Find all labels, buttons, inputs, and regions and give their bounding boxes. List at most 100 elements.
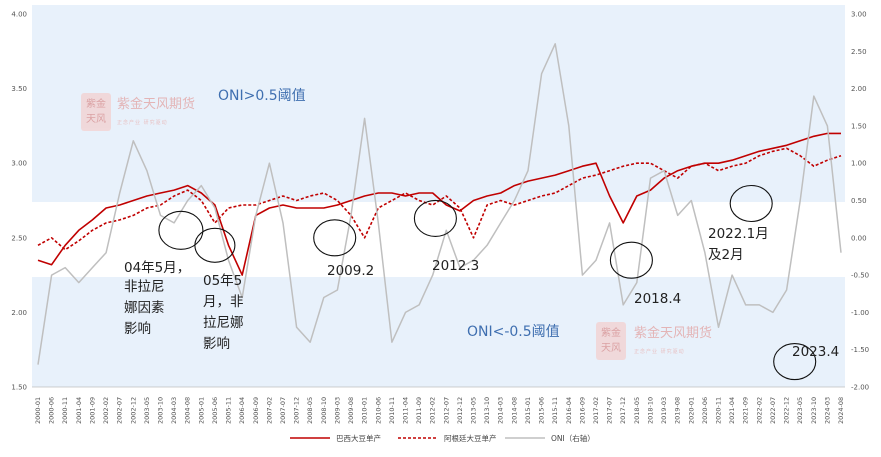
x-tick-label: 2012-02 — [429, 397, 437, 424]
watermark-sub-2: 正念产业 研究驱动 — [634, 348, 685, 355]
x-tick-label: 2023-10 — [810, 397, 818, 424]
annotation-2005-05-line-2: 月，非 — [203, 294, 244, 310]
series-line-0 — [37, 132, 841, 276]
right-tick-label: 2.00 — [851, 85, 867, 93]
watermark-brand-2: 紫金天风期货 — [634, 325, 712, 341]
annotation-2012-03: 2012.3 — [432, 258, 479, 274]
x-tick-label: 2013-05 — [470, 397, 478, 424]
x-tick-label: 2006-04 — [238, 397, 246, 424]
x-tick-label: 2017-02 — [592, 397, 600, 424]
axes-layer: 4.00 3.50 3.00 2.50 2.00 1.50 3.00 2.50 2.00 1.50… — [11, 11, 869, 425]
x-tick-label: 2002-12 — [129, 397, 137, 424]
watermark-logo-2: 紫金 天风 紫金天风期货 正念产业 研究驱动 — [596, 322, 712, 360]
annotation-2023-04: 2023.4 — [792, 344, 839, 360]
x-tick-label: 2007-02 — [265, 397, 273, 424]
annotation-2004-05-line-4: 影响 — [124, 321, 151, 337]
right-tick-label: -1.00 — [851, 309, 869, 317]
x-tick-label: 2003-10 — [156, 397, 164, 424]
x-tick-label: 2009-03 — [333, 397, 341, 424]
x-tick-label: 2016-04 — [565, 397, 573, 424]
svg-text:紫金: 紫金 — [601, 326, 621, 339]
x-tick-label: 2011-04 — [401, 397, 409, 424]
x-tick-label: 2002-07 — [116, 397, 124, 424]
x-tick-label: 2004-08 — [184, 397, 192, 424]
annotation-2005-05-line-3: 拉尼娜 — [203, 315, 244, 331]
x-tick-label: 2005-01 — [197, 397, 205, 424]
annotation-2004-05-line-3: 娜因素 — [124, 300, 165, 316]
x-tick-label: 2010-11 — [388, 397, 396, 424]
oni-low-band — [32, 277, 845, 387]
left-tick-label: 2.50 — [11, 234, 27, 242]
right-tick-label: -0.50 — [851, 272, 869, 280]
x-tick-label: 2008-10 — [320, 397, 328, 424]
legend-label-brazil: 巴西大豆单产 — [336, 433, 381, 443]
right-tick-label: 2.50 — [851, 48, 867, 56]
annotation-circle-layer — [158, 184, 817, 381]
x-tick-label: 2024-08 — [837, 397, 845, 424]
x-tick-label: 2018-05 — [633, 397, 641, 424]
x-tick-label: 2019-03 — [660, 397, 668, 424]
x-tick-label: 2015-01 — [524, 397, 532, 424]
x-tick-label: 2015-06 — [538, 397, 546, 424]
left-tick-label: 3.00 — [11, 160, 27, 168]
x-tick-label: 2023-05 — [796, 397, 804, 424]
annotation-2005-05-line-1: 05年5 — [203, 273, 242, 289]
x-tick-label: 2021-04 — [728, 397, 736, 424]
left-tick-label: 1.50 — [11, 384, 27, 392]
annotation-2004-05: 04年5月， 非拉尼 娜因素 影响 — [124, 260, 190, 337]
annotation-2022-01-line-1: 2022.1月 — [708, 226, 769, 242]
band-label-high: ONI>0.5阈值 — [218, 88, 306, 104]
left-tick-label: 2.00 — [11, 309, 27, 317]
right-tick-label: 3.00 — [851, 11, 867, 19]
right-tick-label: 1.50 — [851, 122, 867, 130]
x-tick-label: 2009-08 — [347, 397, 355, 424]
x-tick-label: 2008-05 — [306, 397, 314, 424]
x-tick-label: 2000-11 — [61, 397, 69, 424]
left-tick-label: 3.50 — [11, 85, 27, 93]
x-tick-label: 2010-06 — [374, 397, 382, 424]
legend: 巴西大豆单产 阿根廷大豆单产 ONI（右轴） — [290, 433, 595, 443]
watermark-logo-1: 紫金 天风 紫金天风期货 正念产业 研究驱动 — [81, 93, 195, 131]
x-tick-label: 2011-09 — [415, 397, 423, 424]
annotation-2004-05-line-1: 04年5月， — [124, 260, 190, 276]
x-tick-label: 2007-07 — [279, 397, 287, 424]
x-tick-label: 2017-12 — [619, 397, 627, 424]
x-tick-label: 2006-09 — [252, 397, 260, 424]
x-tick-label: 2000-01 — [34, 397, 42, 424]
x-tick-label: 2007-12 — [293, 397, 301, 424]
right-tick-label: 0.50 — [851, 197, 867, 205]
left-tick-label: 4.00 — [11, 11, 27, 19]
x-tick-label: 2017-07 — [606, 397, 614, 424]
annotation-2009-02: 2009.2 — [327, 263, 374, 279]
x-tick-label: 2005-06 — [211, 397, 219, 424]
svg-text:天风: 天风 — [601, 342, 621, 354]
watermark-brand-1: 紫金天风期货 — [117, 96, 195, 112]
annotation-2018-04: 2018.4 — [634, 291, 681, 307]
x-tick-label: 2014-08 — [510, 397, 518, 424]
x-tick-label: 2010-01 — [361, 397, 369, 424]
x-tick-label: 2021-09 — [742, 397, 750, 424]
right-tick-label: -2.00 — [851, 384, 869, 392]
x-tick-label: 2003-05 — [143, 397, 151, 424]
annotation-2004-05-line-2: 非拉尼 — [124, 279, 165, 295]
annotation-circle — [313, 219, 357, 257]
right-tick-label: 1.00 — [851, 160, 867, 168]
x-tick-label: 2022-02 — [755, 397, 763, 424]
x-tick-label: 2013-10 — [483, 397, 491, 424]
annotation-circle — [729, 184, 773, 223]
oni-high-band — [32, 5, 845, 202]
x-tick-label: 2015-11 — [551, 397, 559, 424]
x-tick-label: 2024-03 — [823, 397, 831, 424]
x-tick-label: 2022-07 — [769, 397, 777, 424]
x-tick-label: 2012-12 — [456, 397, 464, 424]
annotation-circle — [413, 199, 457, 237]
x-tick-label: 2020-06 — [701, 397, 709, 424]
annotation-circle — [158, 210, 204, 250]
band-label-low: ONI<-0.5阈值 — [467, 324, 560, 340]
x-tick-label: 2000-06 — [48, 397, 56, 424]
x-tick-label: 2001-09 — [88, 397, 96, 424]
x-tick-label: 2018-10 — [646, 397, 654, 424]
annotation-circle — [194, 227, 236, 263]
legend-label-argentina: 阿根廷大豆单产 — [444, 433, 497, 443]
svg-text:天风: 天风 — [86, 113, 106, 125]
